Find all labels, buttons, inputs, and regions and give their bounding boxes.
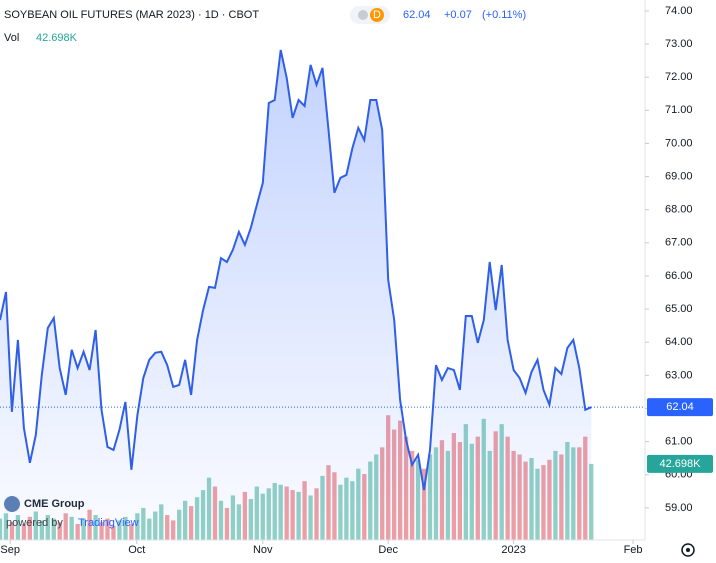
logo-globe [4,496,20,512]
y-tick-label: 67.00 [665,237,693,249]
area [0,50,592,540]
gear[interactable] [681,543,695,557]
volume-box [647,454,713,473]
y-tick-label: 66.00 [665,270,693,282]
x-tick-label: Dec [378,544,398,556]
y-tick-label: 74.00 [665,5,693,17]
vol-value: 42.698K [36,32,78,44]
y-tick-label: 71.00 [665,104,693,116]
y-tick-label: 59.00 [665,502,693,514]
y-tick-label: 72.00 [665,71,693,83]
badge-dot [358,10,368,20]
y-tick-label: 65.00 [665,303,693,315]
y-tick-label: 69.00 [665,170,693,182]
settings-icon[interactable] [681,543,695,557]
line [0,49,592,491]
y-tick-label: 68.00 [665,204,693,216]
y-tick-label: 64.00 [665,336,693,348]
x-tick-label: Oct [128,544,145,556]
logo: CME Group powered by TradingView [4,496,139,529]
y-tick-label: 63.00 [665,369,693,381]
volume-label: 42.698K [660,458,702,470]
badge: D [373,9,381,21]
plot [0,49,594,540]
brand: TradingView [78,517,139,529]
x-tick-label: Nov [253,544,273,556]
y-tick-label: 73.00 [665,38,693,50]
change: +0.07 [444,9,472,21]
x-tick-label: 2023 [501,544,525,556]
last-price-box [647,398,713,417]
x-tick-label: Feb [624,544,643,556]
logo-text: CME Group [24,498,85,510]
powered: powered by [6,517,63,529]
y-tick-label: 61.00 [665,436,693,448]
price: 62.04 [403,9,431,21]
x-tick-label: Sep [0,544,20,556]
change-pct: (+0.11%) [482,9,526,21]
y-tick-label: 70.00 [665,137,693,149]
badge-circle [370,8,384,22]
last-price-label: 62.04 [666,401,694,413]
gear-center[interactable] [686,548,690,552]
vol-label: Vol [4,32,19,44]
chart-title: SOYBEAN OIL FUTURES (MAR 2023) · 1D · CB… [4,9,259,21]
